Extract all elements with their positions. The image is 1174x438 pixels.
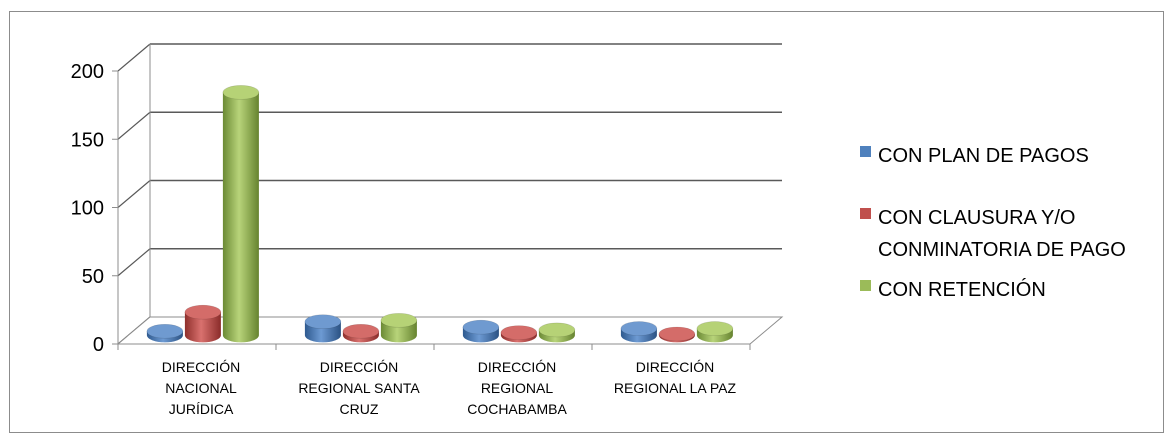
bar-top [304,314,342,330]
bar-top [342,323,380,339]
gridline-side [117,248,151,277]
bar [222,85,260,343]
bar-body [184,312,221,343]
x-category-label: DIRECCIÓN REGIONAL COCHABAMBA [467,359,567,417]
chart-frame [9,11,1164,433]
legend-swatch [860,146,871,157]
bar-body [222,92,259,343]
bar-top [538,322,576,338]
bar [696,321,734,343]
bar-top [696,321,734,336]
bar [538,322,576,343]
legend-swatch [860,280,871,291]
y-tick-label: 150 [71,129,104,151]
y-tick-label: 50 [82,266,104,288]
gridline-side [117,43,151,72]
bar [146,323,184,343]
bar-top [500,325,538,340]
y-tick-label: 0 [93,334,104,356]
bar [184,304,222,343]
bar [380,313,418,343]
x-category-label: DIRECCIÓN REGIONAL SANTA CRUZ [298,359,420,417]
legend-swatch [860,208,871,219]
legend-label: CON CLAUSURA Y/O CONMINATORIA DE PAGO [878,207,1126,261]
bar [620,321,658,343]
legend-label: CON RETENCIÓN [878,279,1046,301]
y-tick-label: 200 [71,61,104,83]
legend-label: CON PLAN DE PAGOS [878,145,1089,167]
bar-top [146,323,184,339]
bar [342,323,380,343]
bar-top [222,85,260,100]
bar [658,326,696,343]
gridline-side [117,111,151,140]
bar-top [380,313,418,328]
bar [462,319,500,343]
bar-top [184,304,222,320]
bar-top [658,326,696,342]
chart-floor [116,316,784,345]
gridline-side [117,180,151,208]
bar [500,325,538,343]
y-tick-label: 100 [71,198,104,220]
x-category-label: DIRECCIÓN NACIONAL JURÍDICA [162,359,241,417]
bar-top [620,321,658,336]
bar-top [462,319,500,335]
bar [304,314,342,343]
x-category-label: DIRECCIÓN REGIONAL LA PAZ [614,359,737,396]
